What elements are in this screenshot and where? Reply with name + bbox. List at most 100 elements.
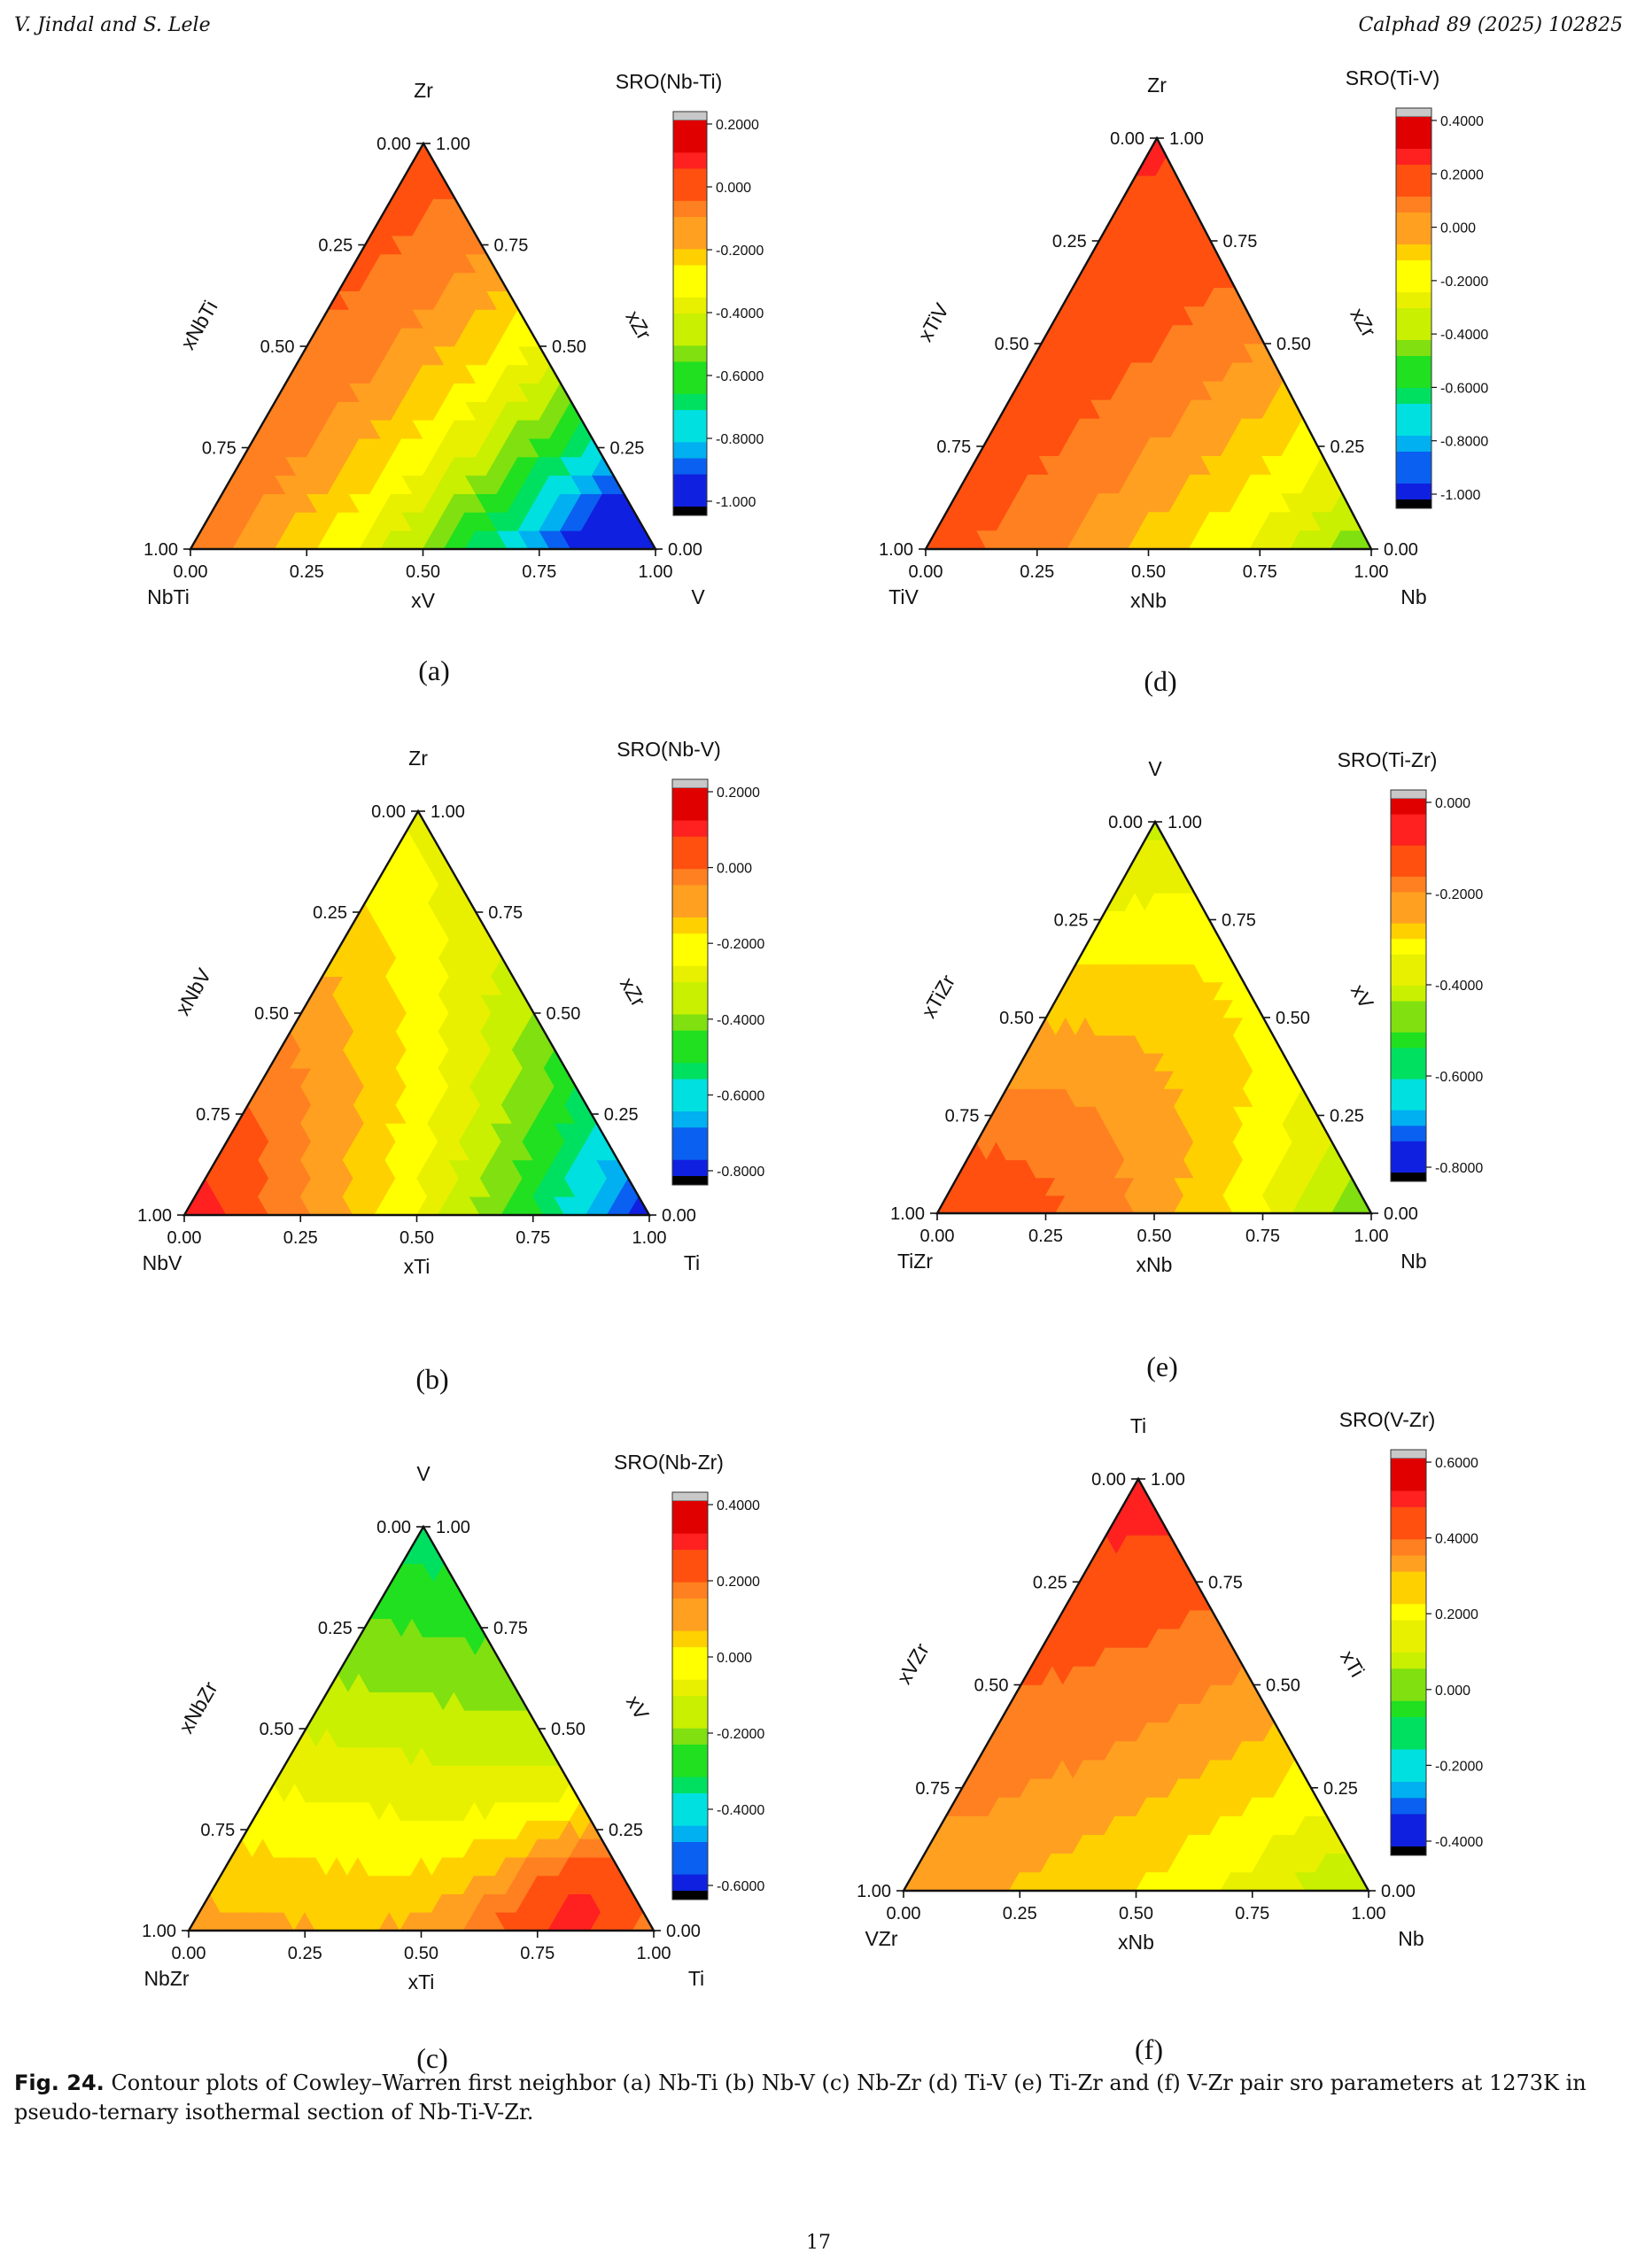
right-tick-label: 0.00 (1384, 1204, 1418, 1224)
left-tick-label: 0.75 (196, 1105, 230, 1125)
colorbar-band (673, 233, 707, 250)
colorbar-band (672, 1745, 708, 1761)
colorbar-tick-label: -0.4000 (717, 1803, 764, 1818)
colorbar-band (1391, 1490, 1426, 1508)
colorbar-tick-label: 0.4000 (1440, 114, 1484, 129)
bottom-tick-label: 0.00 (172, 1944, 206, 1963)
colorbar-band (1391, 1814, 1426, 1831)
colorbar-band (673, 361, 707, 379)
right-tick-label: 0.25 (609, 1821, 643, 1840)
colorbar-band (1391, 1001, 1426, 1018)
colorbar-band (672, 1842, 708, 1859)
colorbar-band (1396, 404, 1431, 421)
left-tick-label: 0.75 (936, 437, 971, 457)
panel-d: 0.00 0.00 0.00 0.25 0.25 0.25 0.50 0.50 0.50 0.75… (879, 66, 1488, 697)
right-tick-label: 0.00 (1381, 1882, 1416, 1901)
colorbar-title: SRO(Nb-Ti) (616, 70, 723, 93)
colorbar-band (1391, 1157, 1426, 1173)
colorbar-band (672, 933, 708, 951)
colorbar-band (1396, 276, 1431, 293)
colorbar-band (672, 1582, 708, 1599)
left-corner-label: TiZr (897, 1250, 933, 1273)
right-corner-label: Nb (1400, 1250, 1426, 1273)
bottom-tick-label: 0.50 (400, 1228, 434, 1248)
colorbar-band (673, 410, 707, 427)
colorbar-tick-label: -0.4000 (716, 306, 764, 321)
colorbar-band (672, 1712, 708, 1730)
left-tick-label: 0.50 (260, 337, 295, 357)
contour-cell (412, 1527, 435, 1546)
colorbar-band (672, 1533, 708, 1551)
colorbar-band (1391, 1079, 1426, 1095)
colorbar-tick-label: -0.8000 (1440, 435, 1488, 450)
colorbar-band (1391, 1668, 1426, 1686)
colorbar-band (1391, 1095, 1426, 1111)
apex-label: Zr (1147, 74, 1167, 97)
colorbar-band (673, 490, 707, 507)
right-tick-label: 0.50 (1276, 1009, 1310, 1028)
left-tick-label: 0.00 (1091, 1470, 1126, 1490)
colorbar-band (1396, 181, 1431, 197)
panel-label: (e) (1146, 1351, 1178, 1382)
colorbar-band (672, 1014, 708, 1032)
colorbar-tick-label: 0.2000 (717, 1575, 760, 1590)
panel-c: 0.00 0.00 0.00 0.25 0.25 0.25 0.50 0.50 0.50 0.75… (142, 1451, 764, 2074)
colorbar-band (672, 1874, 708, 1892)
colorbar-band (672, 1663, 708, 1681)
right-tick-label: 1.00 (1169, 129, 1204, 149)
right-tick-label: 1.00 (431, 802, 465, 822)
colorbar-band (672, 1095, 708, 1112)
panel-label: (c) (416, 2042, 448, 2074)
panel-label: (d) (1144, 665, 1176, 697)
right-tick-label: 0.25 (1330, 1107, 1364, 1126)
bottom-tick-label: 1.00 (1354, 1227, 1389, 1246)
colorbar-tick-label: -0.2000 (716, 244, 764, 259)
colorbar-tick-label: -0.6000 (1435, 1070, 1483, 1085)
right-tick-label: 1.00 (1151, 1470, 1185, 1490)
left-tick-label: 0.25 (318, 236, 353, 256)
right-tick-label: 0.75 (493, 1619, 528, 1638)
left-tick-label: 0.00 (376, 135, 411, 154)
colorbar-band (672, 1598, 708, 1615)
colorbar-tick-label: -0.2000 (1440, 275, 1488, 290)
left-axis-title: xNbTi (176, 297, 222, 353)
colorbar-tick-label: 0.000 (1435, 796, 1470, 811)
colorbar-band (1391, 1588, 1426, 1605)
colorbar-band (672, 998, 708, 1016)
colorbar-band (1391, 830, 1426, 847)
right-axis-title: xV (622, 1691, 654, 1724)
colorbar-band (1391, 1717, 1426, 1734)
right-tick-label: 0.25 (610, 439, 645, 459)
colorbar-band (1391, 1798, 1426, 1815)
right-corner-label: Ti (688, 1967, 704, 1990)
colorbar-band (1391, 892, 1426, 909)
bottom-tick-label: 0.50 (404, 1944, 438, 1963)
right-corner-label: V (691, 585, 705, 608)
caption-text: Contour plots of Cowley–Warren first nei… (14, 2071, 1587, 2125)
left-tick-label: 0.25 (318, 1619, 353, 1638)
left-axis-title: xTiV (913, 298, 953, 345)
figure-caption: Fig. 24. Contour plots of Cowley–Warren … (14, 2069, 1623, 2127)
colorbar-band (672, 1550, 708, 1567)
colorbar-band (672, 1696, 708, 1713)
contour-field (190, 143, 656, 549)
left-tick-label: 1.00 (890, 1204, 925, 1224)
colorbar-band (672, 1679, 708, 1697)
colorbar: 0.4000 0.2000 0.000 -0.2000 -0.4000 -0.6000 (671, 1491, 764, 1900)
left-axis-title: xNbV (171, 964, 216, 1019)
bottom-axis-title: xTi (408, 1970, 435, 1993)
colorbar-band (1396, 436, 1431, 453)
colorbar-title: SRO(Ti-Zr) (1338, 748, 1438, 771)
colorbar-band (1396, 244, 1431, 261)
colorbar-band (1391, 1475, 1426, 1492)
left-tick-label: 0.00 (1108, 813, 1143, 832)
left-tick-label: 1.00 (857, 1882, 891, 1901)
bottom-axis-title: xV (411, 589, 436, 612)
colorbar-band (672, 804, 708, 822)
colorbar-band (1396, 388, 1431, 405)
right-tick-label: 0.00 (1384, 540, 1418, 560)
colorbar-band (672, 853, 708, 870)
apex-label: Zr (408, 747, 428, 770)
left-tick-label: 1.00 (142, 1922, 176, 1941)
